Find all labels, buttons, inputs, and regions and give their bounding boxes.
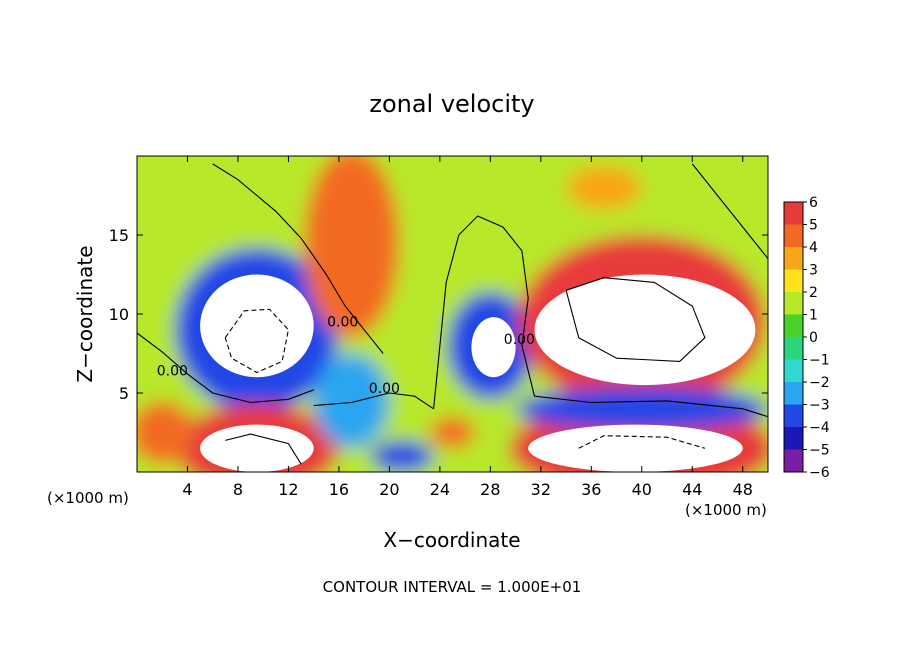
colorbar-label-9: −3 <box>809 398 830 414</box>
colorbar-segment-11 <box>784 449 803 473</box>
colorbar-label-3: 3 <box>809 263 818 279</box>
out-of-range-region-1 <box>471 317 516 378</box>
colorbar-segment-4 <box>784 292 803 315</box>
colorbar-label-10: −4 <box>809 420 830 436</box>
field-halo-7 <box>515 386 768 431</box>
colorbar-segment-3 <box>784 269 803 293</box>
x-tick-label-7: 32 <box>531 480 551 499</box>
x-tick-label-4: 20 <box>379 480 399 499</box>
x-tick-label-0: 4 <box>182 480 192 499</box>
x-unit-left: (×1000 m) <box>47 489 129 507</box>
colorbar-segment-6 <box>784 337 803 360</box>
colorbar-label-8: −2 <box>809 375 830 391</box>
x-tick-label-11: 48 <box>733 480 753 499</box>
zero-contour-left <box>137 332 314 404</box>
out-of-range-regions <box>200 274 756 472</box>
field-halo-6 <box>566 165 642 210</box>
y-tick-label-0: 5 <box>119 384 129 403</box>
contour-labels: 0.00 0.00 0.00 0.00 <box>157 315 535 397</box>
zero-contours <box>137 163 768 465</box>
out-of-range-region-0 <box>200 274 314 378</box>
contour-loop-left-bottom <box>225 433 302 465</box>
chart-title: zonal velocity <box>369 90 534 118</box>
colorbar-label-1: 5 <box>809 218 818 234</box>
field-halo-11 <box>370 440 434 472</box>
zero-contour-right <box>534 395 768 418</box>
x-tick-label-5: 24 <box>430 480 450 499</box>
plot-area <box>137 156 768 472</box>
colorbar-segment-5 <box>784 314 803 338</box>
colorbar-label-5: 1 <box>809 308 818 324</box>
colorbar-label-12: −6 <box>809 465 830 481</box>
x-tick-label-6: 28 <box>480 480 500 499</box>
contour-loop-right-bottom <box>578 435 706 449</box>
x-tick-label-8: 36 <box>581 480 601 499</box>
colorbar-label-11: −5 <box>809 443 830 459</box>
colorbar-segment-2 <box>784 247 803 270</box>
colorbar-label-6: 0 <box>809 330 818 346</box>
colorbar-label-4: 2 <box>809 285 818 301</box>
x-tick-label-9: 40 <box>632 480 652 499</box>
colorbar: 6 5 4 3 2 1 0 −1 −2 −3 −4 −5 −6 <box>783 195 830 481</box>
y-tick-label-2: 15 <box>109 226 129 245</box>
zero-contour-upper <box>212 163 384 354</box>
x-axis-ticks: 4 8 12 16 20 24 28 32 36 40 44 48 <box>182 156 753 499</box>
out-of-range-region-3 <box>200 424 314 472</box>
contour-interval-note: CONTOUR INTERVAL = 1.000E+01 <box>323 578 582 596</box>
colorbar-label-0: 6 <box>809 195 818 211</box>
y-axis-ticks: 5 10 15 <box>109 226 768 403</box>
colorbar-segment-7 <box>784 359 803 383</box>
x-unit-right: (×1000 m) <box>685 501 767 519</box>
out-of-range-region-4 <box>528 424 743 472</box>
out-of-range-region-2 <box>534 274 756 386</box>
field-halo-9 <box>137 400 194 465</box>
colorbar-label-7: −1 <box>809 353 830 369</box>
field-halo-10 <box>429 416 476 449</box>
field-halo-8 <box>313 353 390 449</box>
colorbar-segment-8 <box>784 382 803 405</box>
contour-label-0: 0.00 <box>157 364 188 380</box>
colorbar-segment-1 <box>784 224 803 248</box>
contour-loop-left-core <box>224 308 289 374</box>
zero-contour-far-right <box>691 163 768 260</box>
x-tick-label-10: 44 <box>682 480 702 499</box>
x-tick-label-1: 8 <box>233 480 243 499</box>
x-tick-label-2: 12 <box>278 480 298 499</box>
x-axis-label: X−coordinate <box>383 528 520 552</box>
y-axis-label: Z−coordinate <box>73 245 97 382</box>
x-tick-label-3: 16 <box>329 480 349 499</box>
colorbar-segment-9 <box>784 404 803 428</box>
colorbar-label-2: 4 <box>809 240 818 256</box>
field-halo-5 <box>303 156 400 338</box>
contour-label-2: 0.00 <box>369 381 400 397</box>
colorbar-segment-0 <box>784 202 803 225</box>
contour-label-3: 0.00 <box>504 332 535 348</box>
y-tick-label-1: 10 <box>109 305 129 324</box>
zero-contour-center <box>433 215 536 409</box>
colorbar-segment-10 <box>784 427 803 450</box>
contour-loop-right-core <box>565 277 706 362</box>
contour-label-1: 0.00 <box>327 315 358 331</box>
zero-contour-mid <box>313 392 434 410</box>
